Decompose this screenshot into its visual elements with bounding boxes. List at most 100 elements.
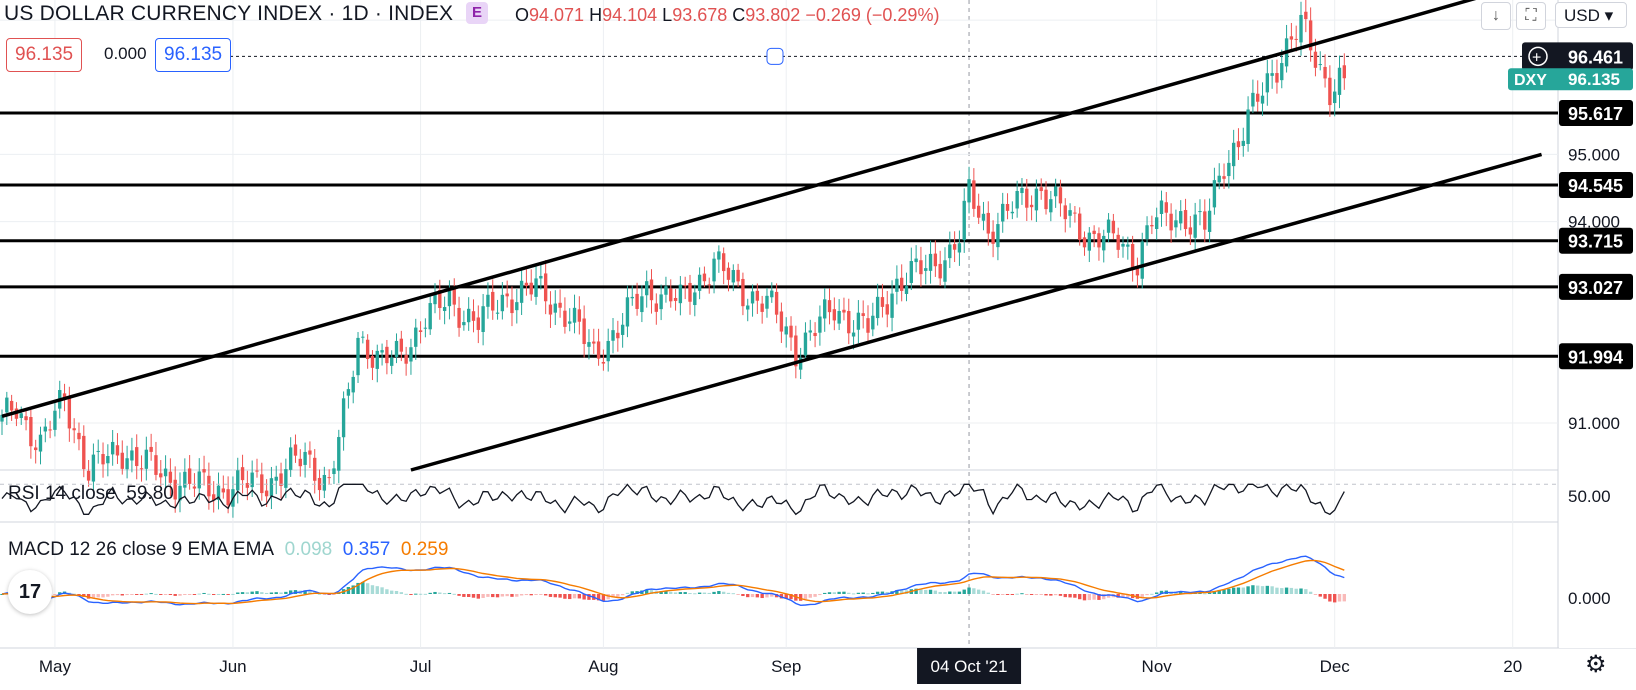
candle-body (260, 474, 264, 494)
candle (385, 339, 389, 375)
candle-body (115, 445, 120, 456)
candle-body (202, 469, 206, 473)
macd-histogram-bar (717, 591, 721, 594)
macd-histogram-bar (664, 590, 668, 594)
candle (5, 391, 9, 426)
candle-body (606, 340, 610, 362)
candle (82, 425, 86, 478)
candle-body (394, 340, 399, 358)
macd-histogram-bar (620, 594, 625, 596)
candle-body (1025, 188, 1029, 208)
macd-histogram-bar (284, 591, 288, 594)
candle-body (346, 389, 351, 396)
candle (72, 418, 76, 444)
candle (293, 434, 298, 463)
candle-body (1049, 199, 1053, 213)
candle (731, 264, 735, 292)
price-axis: 97.00095.00094.00091.00095.61794.54593.7… (1508, 0, 1636, 648)
candle-body (135, 447, 139, 467)
download-arrow-icon[interactable]: ↓ (1481, 2, 1511, 30)
crosshair-tag-bg (1522, 42, 1633, 71)
macd-histogram-bar (1140, 594, 1144, 598)
macd-histogram-bar (327, 594, 331, 595)
gear-icon[interactable]: ⚙ (1585, 651, 1607, 678)
candle-body (823, 299, 827, 319)
macd-histogram-bar (866, 593, 870, 595)
candle-body (721, 253, 726, 272)
candle (481, 293, 485, 346)
candle (1318, 51, 1322, 71)
candle-body (519, 280, 524, 303)
currency-select[interactable]: USD ▾ (1555, 2, 1627, 28)
plus-circle-glyph: + (1532, 49, 1541, 66)
candle-body (991, 231, 995, 244)
macd-histogram-bar (760, 594, 764, 599)
macd-histogram-bar (399, 592, 404, 594)
candle (0, 409, 4, 436)
candle (48, 420, 52, 439)
candle (1020, 178, 1024, 205)
candle-body (601, 361, 606, 364)
candle (774, 283, 779, 324)
candle-body (1207, 210, 1212, 232)
candle-body (630, 296, 634, 299)
crosshair-price-tag: 96.461 + (1522, 42, 1633, 71)
candle-body (212, 494, 216, 501)
candle-body (370, 355, 375, 368)
macd-histogram-bar (697, 592, 702, 594)
macd-histogram-bar (91, 594, 96, 599)
candle-body (813, 332, 817, 337)
macd-histogram-bar (731, 593, 735, 595)
candle (510, 286, 514, 327)
candle-body (832, 309, 837, 321)
candle-body (909, 261, 913, 283)
candle-body (1236, 141, 1241, 148)
candle (67, 386, 72, 442)
candle-body (625, 297, 630, 327)
candle-body (428, 303, 432, 330)
candle-body (875, 296, 880, 319)
macd-histogram-bar (245, 592, 250, 594)
tradingview-logo-icon[interactable]: 17 (8, 570, 52, 614)
macd-histogram-bar (380, 587, 384, 594)
candle (548, 291, 553, 328)
rsi-value: 59.80 (126, 483, 174, 504)
candle (414, 318, 418, 360)
candle (707, 277, 711, 294)
candle (1193, 202, 1197, 251)
candle-body (1333, 91, 1337, 104)
candle-body (851, 332, 856, 337)
low-label: L (662, 5, 673, 25)
macd-histogram-bar (1260, 586, 1265, 594)
earnings-badge[interactable]: E (466, 2, 488, 24)
macd-histogram-bar (1222, 589, 1226, 594)
candle-body (1159, 200, 1164, 214)
candle-body (163, 468, 168, 477)
candle-body (43, 426, 47, 432)
candle (356, 332, 360, 383)
buy-button[interactable]: 96.135 (155, 38, 232, 72)
candle-body (332, 468, 336, 475)
candle-body (582, 318, 586, 345)
candle (1159, 190, 1164, 227)
macd-histogram-bar (322, 594, 327, 595)
candle-body (986, 212, 990, 234)
macd-histogram-bar (130, 594, 134, 595)
candle (192, 473, 197, 497)
candle (601, 349, 606, 371)
macd-histogram-bar (1207, 592, 1212, 594)
candle-body (1260, 95, 1265, 104)
fullscreen-icon[interactable]: ⛶ (1516, 2, 1546, 30)
candle (1097, 227, 1101, 261)
macd-histogram-bar (1299, 588, 1303, 594)
candle-body (1121, 243, 1125, 247)
candle-body (337, 437, 341, 471)
candle (1304, 0, 1308, 33)
sell-button[interactable]: 96.135 (6, 38, 83, 72)
macd-histogram-bar (486, 594, 490, 597)
candle (673, 289, 678, 311)
macd-histogram-bar (192, 594, 197, 595)
candle (1337, 55, 1342, 109)
candle-body (82, 435, 86, 470)
